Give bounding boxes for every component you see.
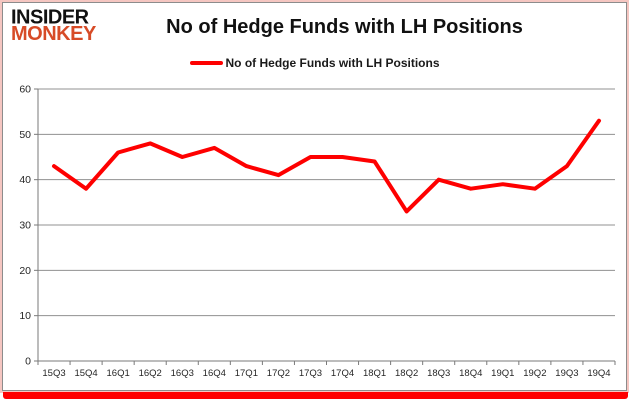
y-tick-label: 40 — [19, 174, 31, 186]
x-tick-label: 15Q3 — [42, 368, 65, 379]
legend-line-marker — [189, 61, 223, 65]
series-line — [52, 118, 601, 214]
x-axis-labels: 15Q3 15Q4 16Q1 16Q2 16Q3 16Q4 17Q1 17Q2 17Q3 17Q4… — [42, 368, 610, 379]
x-tick-label: 19Q3 — [555, 368, 578, 379]
y-tick-label: 20 — [19, 265, 31, 277]
y-tick-label: 10 — [19, 310, 31, 322]
axes — [34, 88, 616, 365]
x-tick-label: 18Q3 — [427, 368, 450, 379]
x-tick-label: 15Q4 — [74, 368, 97, 379]
x-tick-label: 18Q4 — [459, 368, 482, 379]
x-tick-label: 19Q2 — [523, 368, 546, 379]
x-tick-label: 19Q1 — [491, 368, 514, 379]
x-tick-label: 16Q3 — [171, 368, 194, 379]
x-tick-label: 17Q2 — [267, 368, 290, 379]
y-tick-label: 50 — [19, 129, 31, 141]
x-tick-label: 17Q1 — [235, 368, 258, 379]
chart-legend: No of Hedge Funds with LH Positions — [3, 56, 626, 70]
logo-line-insider: INSIDER — [11, 5, 89, 29]
x-tick-label: 16Q4 — [203, 368, 226, 379]
insider-monkey-logo: INSIDER MONKEY — [11, 5, 96, 46]
x-tick-label: 16Q1 — [107, 368, 130, 379]
y-tick-label: 0 — [25, 356, 31, 368]
x-tick-label: 18Q2 — [395, 368, 418, 379]
card-accent-bar — [3, 392, 628, 399]
gridlines — [38, 88, 615, 362]
line-chart: 0 10 20 30 40 50 60 15Q3 15Q4 16Q1 16Q2 16Q3 16Q4 17Q… — [19, 84, 616, 379]
y-tick-label: 60 — [19, 84, 31, 96]
x-tick-label: 18Q1 — [363, 368, 386, 379]
x-tick-label: 17Q3 — [299, 368, 322, 379]
page-title: No of Hedge Funds with LH Positions — [166, 16, 523, 38]
y-axis-labels: 0 10 20 30 40 50 60 — [19, 84, 31, 368]
logo-line-monkey: MONKEY — [11, 23, 96, 46]
chart-card: INSIDER MONKEY No of Hedge Funds with LH… — [0, 0, 629, 393]
x-tick-label: 17Q4 — [331, 368, 354, 379]
x-tick-label: 19Q4 — [587, 368, 610, 379]
y-tick-label: 30 — [19, 220, 31, 232]
x-tick-label: 16Q2 — [139, 368, 162, 379]
legend-label: No of Hedge Funds with LH Positions — [225, 56, 440, 70]
